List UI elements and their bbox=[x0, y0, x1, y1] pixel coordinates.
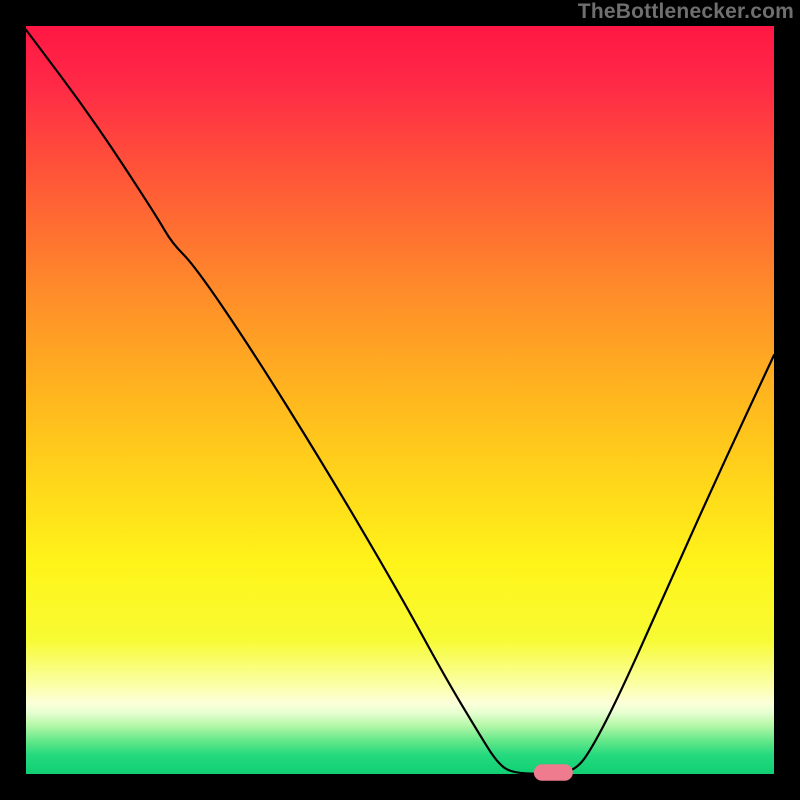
optimal-point-marker bbox=[534, 764, 573, 780]
chart-canvas: TheBottlenecker.com bbox=[0, 0, 800, 800]
chart-gradient-background bbox=[26, 26, 774, 774]
bottleneck-chart bbox=[0, 0, 800, 800]
watermark-text: TheBottlenecker.com bbox=[578, 0, 794, 24]
